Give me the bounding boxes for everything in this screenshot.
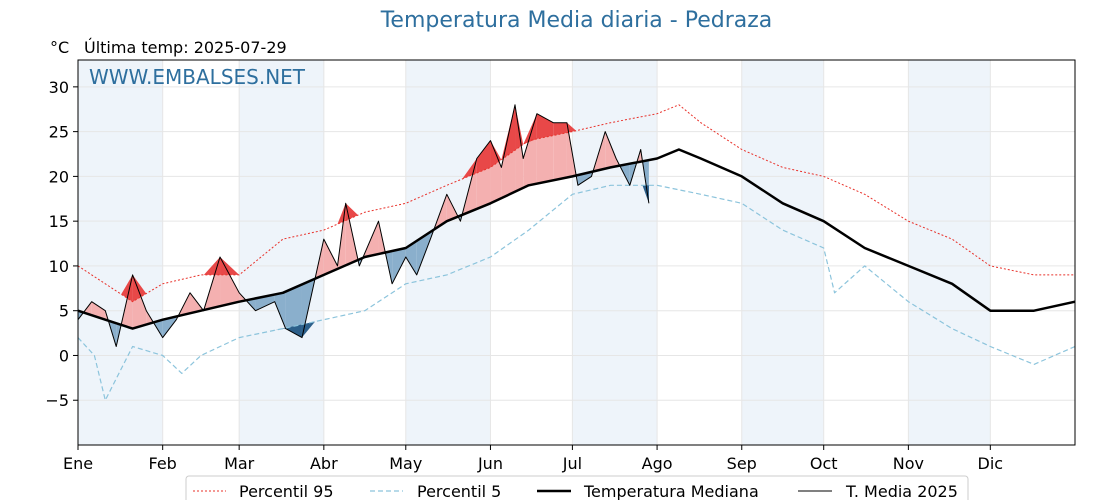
y-tick-label: 5 [59,302,69,321]
y-tick-label: 0 [59,346,69,365]
x-tick-label: Ene [63,454,93,473]
x-tick-label: Feb [149,454,177,473]
y-tick-label: 10 [49,257,69,276]
x-tick-label: Dic [978,454,1004,473]
series-lines [77,104,1076,401]
above-median-fill [553,122,567,181]
plot-frame [77,59,1076,446]
below-median-fill [274,291,286,329]
y-axis: 30 25 20 15 10 5 0 −5 [45,78,78,410]
above-median-fill [323,239,338,275]
x-tick-label: May [389,454,422,473]
above-p95-fill [476,140,491,174]
above-p95-fill [121,274,133,302]
month-band [239,60,324,445]
below-median-fill [285,284,302,338]
x-tick-label: Nov [893,454,924,473]
above-median-fill [446,194,459,222]
legend: Percentil 95 Percentil 5 Temperatura Med… [185,475,969,500]
y-tick-label: 15 [49,212,69,231]
x-tick-label: Oct [810,454,838,473]
month-band [572,60,658,445]
series-line-t-media-2025 [77,104,650,347]
x-tick-label: Jun [477,454,503,473]
month-band [741,60,824,445]
legend-p5-label: Percentil 5 [417,482,501,500]
legend-box [185,475,969,500]
last-temp-label: Última temp: 2025-07-29 [84,38,287,57]
below-median-fill [405,240,417,275]
x-tick-label: Abr [310,454,338,473]
unit-label: °C [50,38,70,57]
y-tick-label: 25 [49,123,69,142]
month-band [908,60,991,445]
series-line-percentil-5 [77,184,1076,401]
legend-current-label: T. Media 2025 [845,482,958,500]
legend-p95-label: Percentil 95 [239,482,334,500]
above-p95-fill [220,256,240,275]
y-tick-label: −5 [45,391,69,410]
y-tick-label: 30 [49,78,69,97]
below-median-fill [416,231,431,275]
x-tick-label: Ago [642,454,673,473]
deviation-fills [78,104,649,347]
watermark: WWW.EMBALSES.NET [89,65,306,89]
chart-title: Temperatura Media diaria - Pedraza [380,8,773,33]
x-axis: Ene Feb Mar Abr May Jun Jul Ago Sep Oct Nov Dic [63,445,1003,473]
below-median-fill [392,248,406,284]
x-tick-label: Jul [562,454,582,473]
x-tick-label: Sep [727,454,757,473]
above-p95-fill [566,122,577,133]
above-p95-fill [536,113,554,139]
month-bands [78,60,991,445]
month-band [78,60,163,445]
series-line-temperatura-mediana [77,148,1076,330]
above-p95-fill [553,122,567,136]
legend-median-label: Temperatura Mediana [583,482,759,500]
above-median-fill [605,131,617,169]
below-p5-fill [274,328,286,331]
x-tick-label: Mar [224,454,255,473]
below-p5-fill [301,321,316,338]
y-tick-label: 20 [49,167,69,186]
above-p95-fill [523,113,537,145]
below-median-fill [162,316,177,338]
series-line-percentil-95 [77,104,1075,303]
